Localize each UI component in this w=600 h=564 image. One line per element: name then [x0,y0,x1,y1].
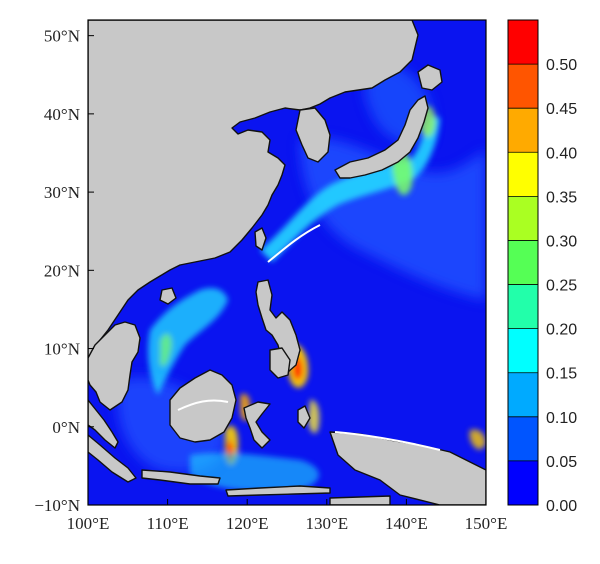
land-malay [88,399,119,449]
land-korea [295,107,331,163]
colorbar-segment [508,460,538,505]
land-taiwan [254,227,267,251]
colorbar-label: 0.35 [546,189,577,206]
land-maluku [297,405,311,429]
colorbar-label: 0.15 [546,366,577,383]
x-tick-label: 130°E [305,514,348,533]
land [88,20,486,505]
y-tick-label: 50°N [44,27,80,46]
land-indochina [88,321,141,411]
land-java [141,469,221,485]
colorbar: 0.50 0.45 0.40 0.35 0.30 0.25 0.20 0.15 0.10 0.05… [507,19,577,515]
land-lesser-sunda [225,485,331,497]
land-philippines [255,279,301,373]
colorbar-label: 0.30 [546,233,577,250]
land-hokkaido [417,64,443,91]
y-tick-label: 40°N [44,105,80,124]
colorbar-segment [508,240,538,285]
colorbar-label: 0.40 [546,145,577,162]
colorbar-segment [508,416,538,461]
x-tick-label: 140°E [385,514,428,533]
colorbar-segment [508,108,538,153]
colorbar-segment [508,328,538,373]
land-hainan [159,287,177,305]
y-axis: 50°N 40°N 30°N 20°N 10°N 0°N −10°N [34,27,94,515]
x-tick-label: 120°E [226,514,269,533]
y-tick-label: −10°N [34,496,80,515]
land-mindanao [269,347,291,379]
colorbar-segment [508,64,538,109]
coast-highlights [177,224,441,451]
colorbar-label: 0.50 [546,57,577,74]
colorbar-segment [508,372,538,417]
y-tick-label: 20°N [44,261,80,280]
colorbar-segment [508,20,538,65]
colorbar-segment [508,284,538,329]
land-sumatra [88,434,137,483]
colorbar-label: 0.25 [546,278,577,295]
x-tick-label: 110°E [147,514,189,533]
x-axis: 100°E 110°E 120°E 130°E 140°E 150°E [67,499,508,533]
y-tick-label: 10°N [44,340,80,359]
colorbar-segment [508,196,538,241]
x-tick-label: 150°E [465,514,508,533]
land-australia-north [329,495,391,505]
land-sulawesi [243,401,271,449]
colorbar-label: 0.10 [546,410,577,427]
land-asia-mainland [88,20,419,359]
map-plot-area [88,20,486,505]
colorbar-label: 0.05 [546,454,577,471]
colorbar-label: 0.20 [546,322,577,339]
x-tick-label: 100°E [67,514,110,533]
y-tick-label: 30°N [44,183,80,202]
plot-frame [87,19,487,506]
land-borneo [169,369,237,443]
colorbar-label: 0.00 [546,498,577,515]
land-japan [334,95,429,179]
colorbar-label: 0.45 [546,101,577,118]
colorbar-segment [508,152,538,197]
y-tick-label: 0°N [52,418,80,437]
